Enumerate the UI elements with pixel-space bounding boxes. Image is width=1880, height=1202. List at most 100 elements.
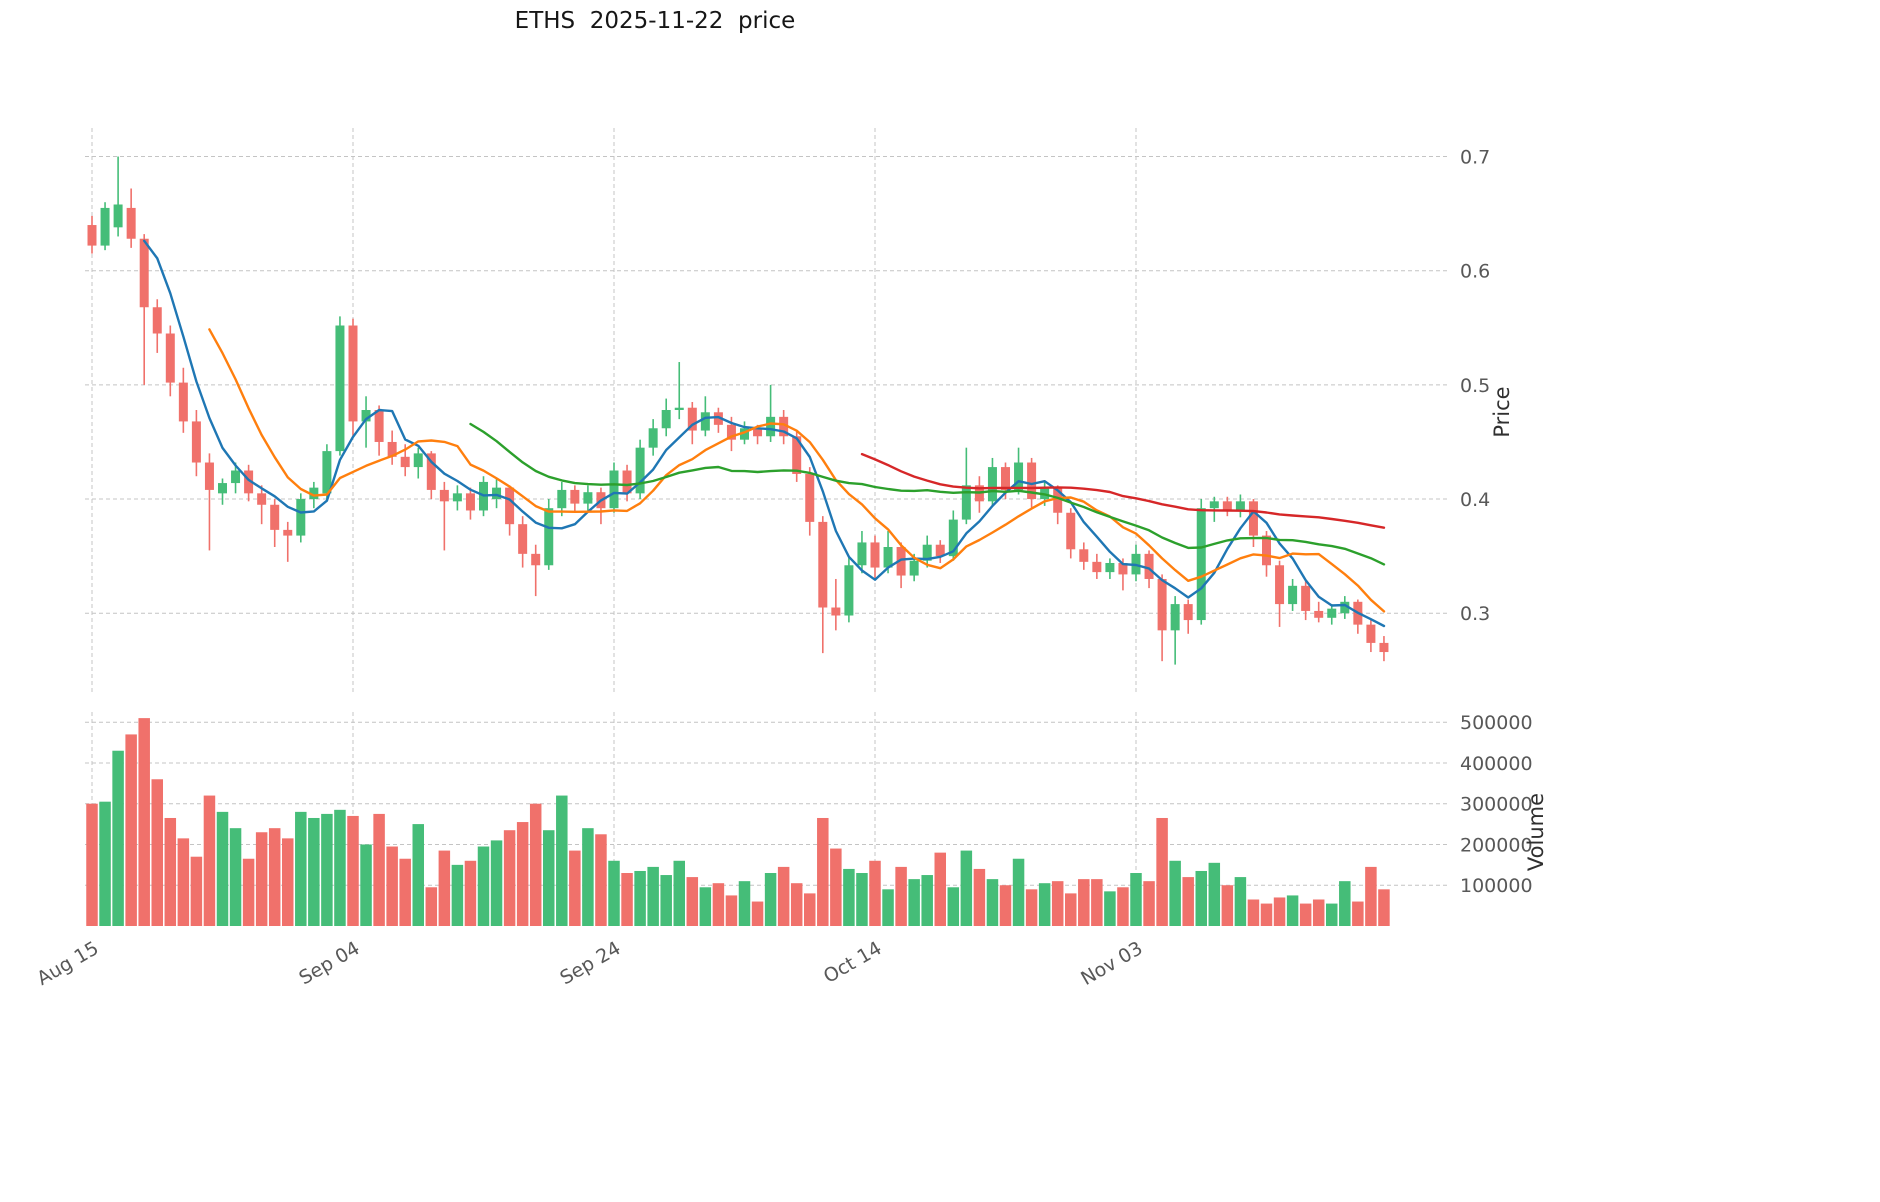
volume-bar bbox=[203, 795, 216, 926]
candle-body bbox=[570, 489, 580, 504]
candle-body bbox=[1301, 585, 1311, 611]
volume-bar bbox=[86, 803, 98, 926]
volume-bar bbox=[1130, 873, 1142, 926]
ma5-line bbox=[142, 239, 1386, 628]
candle-body bbox=[1222, 501, 1232, 511]
volume-bar bbox=[556, 795, 568, 926]
candle-body bbox=[622, 470, 632, 494]
candle-body bbox=[674, 407, 684, 410]
volume-bar bbox=[1273, 897, 1286, 926]
price-tick-label: 0.7 bbox=[1460, 147, 1490, 169]
candle-body bbox=[374, 410, 384, 442]
volume-bar bbox=[1221, 885, 1234, 926]
volume-bar bbox=[373, 813, 385, 926]
candle-body bbox=[1314, 610, 1324, 618]
price-tick-label: 0.6 bbox=[1460, 261, 1490, 283]
candle-body bbox=[753, 428, 763, 437]
volume-bar bbox=[608, 860, 620, 926]
candle-body bbox=[831, 607, 841, 616]
candle-body bbox=[426, 453, 436, 490]
candle-body bbox=[257, 493, 267, 505]
volume-bar bbox=[569, 850, 581, 926]
volume-bar bbox=[334, 809, 346, 926]
volume-bar bbox=[1012, 858, 1025, 926]
candle-body bbox=[792, 436, 802, 474]
volume-bar bbox=[347, 815, 359, 926]
volume-bar bbox=[673, 860, 685, 926]
volume-bar bbox=[451, 864, 464, 926]
candle-body bbox=[1144, 553, 1154, 579]
volume-axis-title: Volume bbox=[1524, 793, 1548, 871]
candle-body bbox=[713, 412, 723, 425]
candle-body bbox=[740, 428, 749, 440]
price-panel bbox=[87, 156, 1389, 665]
volume-bar bbox=[660, 875, 672, 926]
volume-bar bbox=[190, 856, 203, 926]
ma10-line bbox=[208, 328, 1386, 613]
volume-bar bbox=[216, 811, 229, 926]
volume-bar bbox=[1104, 891, 1116, 926]
candle-body bbox=[1340, 601, 1350, 614]
candle-body bbox=[948, 519, 958, 557]
candle-body bbox=[935, 544, 945, 557]
candle-body bbox=[648, 428, 658, 448]
candle-body bbox=[1027, 462, 1037, 500]
volume-bar bbox=[477, 846, 490, 926]
volume-tick-label: 300000 bbox=[1460, 794, 1533, 816]
volume-bar bbox=[308, 817, 320, 926]
candle-body bbox=[700, 412, 710, 431]
volume-bar bbox=[647, 866, 659, 926]
volume-bar bbox=[973, 868, 986, 926]
volume-bar bbox=[804, 893, 816, 926]
candle-body bbox=[1053, 487, 1063, 513]
volume-bar bbox=[960, 850, 973, 926]
volume-bar bbox=[1195, 870, 1207, 926]
volume-bar bbox=[595, 834, 607, 926]
volume-bar bbox=[229, 828, 242, 926]
volume-bar bbox=[986, 879, 999, 926]
candle-body bbox=[883, 547, 893, 568]
volume-bar bbox=[151, 779, 163, 926]
candle-body bbox=[204, 462, 214, 490]
date-tick-label: Aug 15 bbox=[33, 937, 102, 990]
candle-body bbox=[152, 307, 162, 334]
volume-bar bbox=[856, 873, 868, 926]
candle-body bbox=[492, 487, 502, 500]
volume-bar bbox=[516, 822, 529, 926]
volume-bar bbox=[947, 887, 960, 926]
candle-body bbox=[296, 499, 306, 536]
candle-body bbox=[1014, 462, 1024, 490]
candle-body bbox=[309, 487, 319, 500]
volume-bar bbox=[1117, 887, 1129, 926]
candle-body bbox=[818, 521, 828, 608]
candle-body bbox=[805, 473, 815, 522]
volume-bar bbox=[777, 866, 790, 926]
candle-body bbox=[361, 410, 371, 422]
ma30-line bbox=[469, 422, 1386, 566]
volume-bar bbox=[921, 875, 933, 926]
candle-body bbox=[726, 424, 736, 440]
volume-bar bbox=[895, 866, 907, 926]
candle-body bbox=[531, 553, 541, 566]
volume-bar bbox=[360, 844, 372, 926]
volume-bar bbox=[1078, 879, 1090, 926]
candle-body bbox=[322, 451, 332, 494]
volume-bar bbox=[843, 868, 855, 926]
volume-bar bbox=[621, 873, 633, 926]
candle-body bbox=[387, 441, 397, 457]
candle-body bbox=[557, 489, 567, 509]
candle-body bbox=[635, 447, 645, 494]
candle-body bbox=[909, 560, 919, 576]
volume-bar bbox=[1091, 879, 1103, 926]
candle-body bbox=[661, 410, 671, 429]
volume-bar bbox=[1286, 895, 1299, 926]
volume-bar bbox=[242, 858, 255, 926]
candle-body bbox=[113, 204, 123, 228]
volume-bar bbox=[1025, 889, 1038, 926]
candle-body bbox=[439, 489, 449, 502]
volume-bar bbox=[1378, 889, 1390, 926]
volume-bar bbox=[830, 848, 842, 926]
candle-body bbox=[348, 325, 358, 422]
candle-body bbox=[335, 325, 345, 452]
